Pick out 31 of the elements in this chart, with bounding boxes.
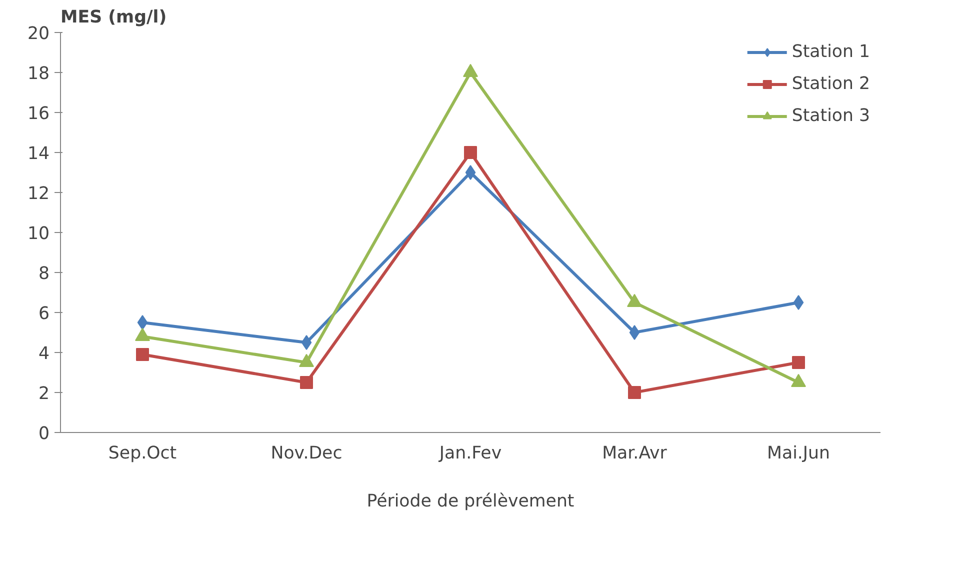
y-tick-label: 8 xyxy=(38,264,50,284)
point xyxy=(137,315,148,330)
point xyxy=(300,376,313,389)
x-tick-label: Jan.Fev xyxy=(438,444,502,464)
point xyxy=(136,348,149,361)
y-tick-label: 18 xyxy=(27,64,50,84)
y-tick-label: 6 xyxy=(38,304,50,324)
y-tick-label: 12 xyxy=(27,184,50,204)
point xyxy=(628,386,641,399)
y-tick-label: 20 xyxy=(27,24,50,44)
point xyxy=(793,295,804,310)
legend-label: Station 1 xyxy=(792,42,870,62)
point xyxy=(465,165,476,180)
y-tick-label: 4 xyxy=(38,344,50,364)
point xyxy=(301,335,312,350)
y-tick-label: 2 xyxy=(38,384,50,404)
point xyxy=(464,146,477,159)
x-axis-title: Période de prélèvement xyxy=(366,492,574,512)
legend-label: Station 2 xyxy=(792,74,870,94)
x-tick-label: Mar.Avr xyxy=(602,444,668,464)
y-tick-label: 10 xyxy=(27,224,50,244)
y-tick-label: 14 xyxy=(27,144,50,164)
y-axis-title: MES (mg/l) xyxy=(60,8,167,28)
point xyxy=(629,325,640,340)
legend-label: Station 3 xyxy=(792,106,870,126)
point xyxy=(792,356,805,369)
y-tick-label: 0 xyxy=(38,424,50,444)
x-tick-label: Mai.Jun xyxy=(767,444,830,464)
y-tick-label: 16 xyxy=(27,104,50,124)
x-tick-label: Nov.Dec xyxy=(270,444,342,464)
x-tick-label: Sep.Oct xyxy=(108,444,177,464)
